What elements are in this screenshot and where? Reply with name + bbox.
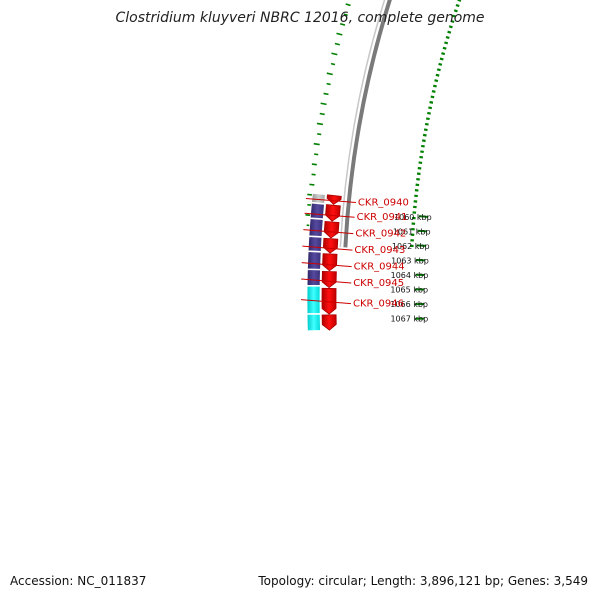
gc-skew-mark	[321, 103, 327, 104]
forward-gene	[324, 221, 339, 238]
gc-skew-dot	[432, 91, 435, 92]
gc-skew-dot	[448, 32, 451, 33]
map-title: Clostridium kluyveri NBRC 12016, complet…	[0, 10, 600, 26]
reverse-gene	[312, 193, 326, 203]
reverse-gene	[307, 252, 321, 270]
reverse-gene	[307, 270, 320, 286]
gene-label: CKR_0945	[353, 278, 404, 289]
gc-skew-dot	[456, 5, 459, 6]
gc-skew-dot	[423, 135, 426, 136]
topology-text: Topology: circular; Length: 3,896,121 bp…	[256, 574, 590, 588]
gc-skew-dot	[419, 157, 422, 158]
gene-label: CKR_0940	[358, 197, 409, 208]
gc-skew-dot	[425, 124, 428, 125]
reverse-gene	[309, 219, 323, 237]
gc-skew-mark	[327, 84, 331, 85]
gc-skew-mark	[336, 33, 342, 35]
gc-skew-dot	[444, 42, 447, 43]
gc-skew-dot	[421, 146, 424, 147]
gc-skew-dot	[443, 48, 446, 49]
gc-skew-dot	[449, 26, 452, 27]
gc-skew-dot	[437, 69, 440, 70]
gene-label: CKR_0946	[353, 299, 404, 310]
gc-skew-dot	[426, 118, 429, 119]
gc-skew-dot	[420, 151, 423, 152]
reverse-gene	[307, 314, 320, 331]
forward-gene	[323, 238, 337, 253]
gc-skew-dot	[431, 97, 434, 98]
backbone-layer	[340, 0, 401, 247]
gene-label: CKR_0943	[354, 245, 405, 256]
gc-skew-mark	[314, 144, 320, 145]
forward-gene	[323, 254, 337, 271]
gc-skew-mark	[327, 73, 333, 74]
gc-skew-dot	[458, 0, 461, 1]
gc-skew-dot	[430, 102, 433, 103]
gc-skew-mark	[331, 64, 335, 65]
gc-skew-mark	[314, 154, 318, 155]
gc-skew-dot	[422, 140, 425, 141]
gc-skew-dot	[427, 113, 430, 114]
gc-skew-mark	[324, 93, 329, 94]
gc-skew-dot	[446, 37, 449, 38]
gc-skew-dot	[436, 75, 439, 76]
gc-skew-mark	[312, 164, 317, 165]
gc-skew-mark	[320, 114, 325, 115]
gc-skew-mark	[346, 4, 351, 5]
scale-tick-label: 1067 kbp	[390, 315, 428, 324]
gc-skew-dot	[441, 53, 444, 54]
gene-label: CKR_0941	[357, 212, 408, 223]
forward-gene	[326, 205, 341, 222]
forward-gene	[322, 315, 336, 330]
gc-skew-dot	[439, 64, 442, 65]
forward-gene	[322, 271, 336, 287]
reverse-gene	[308, 237, 322, 252]
gene-label: CKR_0944	[354, 262, 405, 273]
gc-skew-dot	[440, 59, 443, 60]
gc-skew-dot	[428, 107, 431, 108]
gc-skew-dot	[424, 129, 427, 130]
gc-skew-mark	[317, 123, 323, 124]
gc-skew-mark	[331, 53, 337, 54]
gc-skew-mark	[317, 134, 321, 135]
reverse-gene	[310, 203, 324, 219]
gc-skew-dot	[435, 80, 438, 81]
gc-skew-dot	[419, 162, 422, 163]
accession-text: Accession: NC_011837	[8, 574, 148, 588]
gc-skew-dot	[433, 86, 436, 87]
forward-gene	[327, 195, 341, 204]
gc-skew-mark	[309, 184, 314, 185]
gene-label: CKR_0942	[355, 229, 406, 240]
gc-skew-mark	[335, 44, 340, 45]
